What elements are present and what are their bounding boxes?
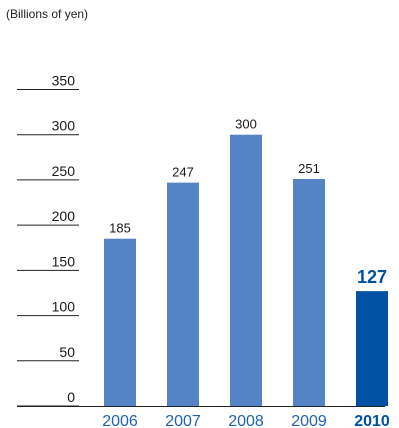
y-tick-label-200: 200: [52, 208, 76, 224]
y-axis-unit-label: (Billions of yen): [6, 7, 89, 21]
bar-2008: [230, 134, 262, 406]
y-tick-label-150: 150: [52, 253, 76, 269]
y-tick-label-100: 100: [52, 299, 76, 315]
category-label-2007: 2007: [165, 413, 201, 428]
y-axis: 0 50 100 150 200 250 300 350: [17, 72, 385, 407]
y-tick-label-300: 300: [52, 118, 76, 134]
value-label-2010: 127: [357, 267, 387, 287]
value-label-2007: 247: [172, 165, 194, 180]
bars: 185 247 300 251 127: [104, 117, 388, 406]
bar-2007: [167, 182, 199, 406]
bar-2010: [356, 291, 388, 406]
category-label-2009: 2009: [291, 413, 327, 428]
category-label-2006: 2006: [102, 413, 138, 428]
y-tick-label-50: 50: [59, 344, 75, 360]
category-label-2008: 2008: [228, 413, 264, 428]
value-label-2006: 185: [109, 221, 131, 236]
y-tick-label-250: 250: [52, 163, 76, 179]
bar-2009: [293, 179, 325, 406]
y-tick-label-350: 350: [52, 72, 76, 88]
bar-2006: [104, 238, 136, 406]
category-label-2010: 2010: [354, 413, 390, 428]
y-tick-label-0: 0: [67, 389, 75, 405]
value-label-2008: 300: [235, 117, 257, 132]
x-axis: 2006 2007 2008 2009 2010: [102, 413, 390, 428]
value-label-2009: 251: [298, 161, 320, 176]
